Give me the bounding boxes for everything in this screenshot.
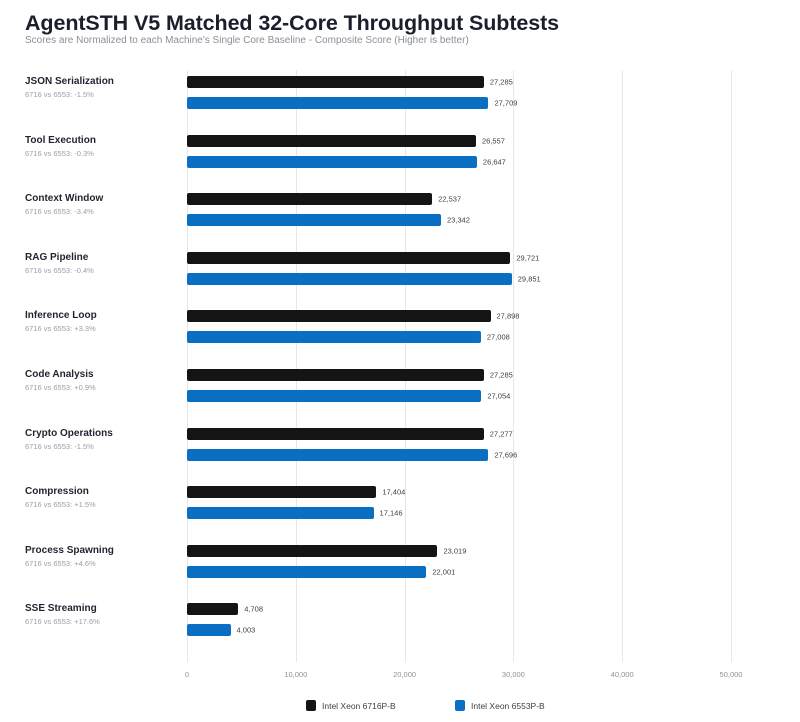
category-delta: 6716 vs 6553: +0.9% (25, 383, 96, 392)
bar-6553p[interactable] (187, 214, 441, 227)
category-label: SSE Streaming (25, 603, 97, 615)
bar-6716p[interactable] (187, 251, 511, 264)
bar-value-label: 29,721 (516, 253, 540, 263)
bar-value-label: 26,557 (481, 136, 505, 146)
category-delta: 6716 vs 6553: -3.4% (25, 207, 94, 217)
bar-value-label: 26,647 (482, 157, 506, 167)
bar-6553p[interactable] (187, 272, 512, 285)
chart-subtitle: Scores are Normalized to each Machine's … (25, 35, 469, 46)
bar-value-label: 17,146 (379, 508, 403, 518)
legend-swatch-icon (306, 700, 316, 711)
category-label: Process Spawning (25, 544, 114, 556)
chart-title: AgentSTH V5 Matched 32-Core Throughput S… (25, 11, 560, 35)
category-delta: 6716 vs 6553: +1.5% (25, 500, 96, 510)
bar-6553p[interactable] (187, 565, 427, 578)
gridline (404, 70, 406, 662)
bar-6716p[interactable] (187, 193, 433, 206)
bar-6716p[interactable] (187, 486, 377, 499)
bar-value-label: 4,708 (244, 604, 263, 614)
legend-label: Intel Xeon 6716P-B (322, 700, 396, 711)
bar-6716p[interactable] (187, 603, 239, 616)
x-tick-label: 30,000 (501, 670, 525, 679)
bar-6553p[interactable] (187, 448, 489, 461)
category-label: Inference Loop (25, 310, 97, 322)
category-label: Context Window (25, 193, 104, 205)
category-delta: 6716 vs 6553: +3.3% (25, 324, 96, 334)
bar-6553p[interactable] (187, 624, 231, 637)
x-tick-label: 10,000 (284, 670, 308, 679)
category-label: Crypto Operations (25, 427, 113, 439)
category-delta: 6716 vs 6553: -0.3% (25, 148, 94, 158)
legend-swatch-icon (455, 700, 465, 711)
bar-value-label: 27,008 (486, 332, 510, 342)
bar-6553p[interactable] (187, 97, 489, 109)
bar-6716p[interactable] (187, 544, 438, 557)
category-delta: 6716 vs 6553: +17.6% (25, 617, 100, 627)
bar-6716p[interactable] (187, 76, 484, 88)
bar-value-label: 23,019 (443, 546, 467, 556)
x-tick-label: 50,000 (719, 670, 743, 679)
gridline (731, 70, 732, 662)
bar-value-label: 23,342 (446, 215, 470, 225)
category-label: Tool Execution (25, 134, 96, 146)
bar-6553p[interactable] (187, 390, 482, 402)
category-label: JSON Serialization (25, 76, 114, 87)
bar-6716p[interactable] (187, 134, 476, 147)
gridline (622, 70, 624, 662)
bar-value-label: 22,001 (432, 567, 456, 577)
category-delta: 6716 vs 6553: +4.6% (25, 558, 96, 568)
gridline (513, 70, 515, 662)
bar-value-label: 27,709 (494, 98, 518, 108)
category-label: Code Analysis (25, 369, 94, 380)
bar-value-label: 27,285 (489, 77, 513, 87)
bar-value-label: 27,054 (487, 391, 511, 401)
bar-value-label: 27,285 (489, 370, 513, 380)
bar-value-label: 22,537 (438, 194, 462, 204)
category-delta: 6716 vs 6553: -1.5% (25, 441, 94, 451)
category-label: RAG Pipeline (25, 251, 89, 263)
x-tick-label: 0 (184, 670, 190, 679)
bar-6716p[interactable] (187, 369, 484, 381)
x-tick-label: 40,000 (610, 670, 634, 679)
bar-6716p[interactable] (187, 310, 491, 323)
legend-label: Intel Xeon 6553P-B (471, 700, 545, 711)
x-tick-label: 20,000 (393, 670, 417, 679)
category-label: Compression (25, 486, 89, 498)
bar-value-label: 27,277 (489, 429, 513, 439)
bar-6716p[interactable] (187, 427, 484, 440)
gridline (295, 70, 297, 662)
bar-6553p[interactable] (187, 331, 481, 344)
bar-6553p[interactable] (187, 155, 477, 168)
gridline (187, 70, 188, 662)
legend-item[interactable]: Intel Xeon 6553P-B (455, 700, 545, 711)
category-delta: 6716 vs 6553: -1.5% (25, 90, 94, 99)
bar-value-label: 27,696 (494, 450, 518, 460)
bar-value-label: 4,003 (236, 625, 256, 635)
bar-value-label: 27,898 (496, 311, 520, 321)
bar-6553p[interactable] (187, 507, 374, 520)
bar-value-label: 29,851 (517, 274, 541, 284)
bar-value-label: 17,404 (382, 487, 406, 497)
legend: Intel Xeon 6716P-B Intel Xeon 6553P-B (0, 700, 800, 714)
legend-item[interactable]: Intel Xeon 6716P-B (306, 700, 396, 711)
category-delta: 6716 vs 6553: -0.4% (25, 265, 94, 275)
